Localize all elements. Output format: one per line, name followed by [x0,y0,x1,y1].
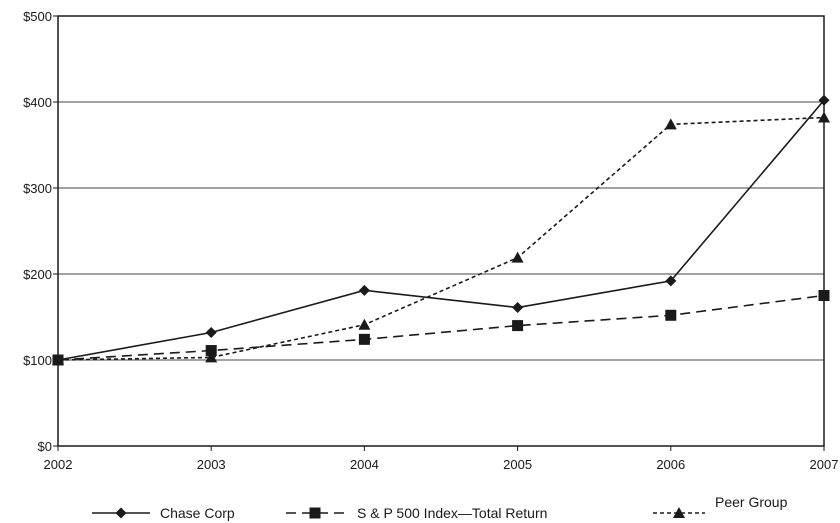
series-line [57,116,825,361]
data-point [205,345,217,357]
data-point [358,284,370,296]
y-tick-label: $100 [23,353,52,368]
y-tick-label: $400 [23,95,52,110]
data-point [818,290,830,301]
series-layer [52,94,830,366]
legend-label: Peer Group [715,494,788,510]
legend-label: S & P 500 Index—Total Return [357,505,547,521]
data-point [512,302,524,314]
legend-label: Chase Corp [160,505,235,521]
data-point [358,333,370,345]
data-point [665,275,677,287]
data-point [52,354,64,365]
x-tick-label: 2005 [503,457,532,472]
legend: Chase Corp S & P 500 Index—Total Return Pe… [92,494,788,521]
data-point [818,111,830,123]
legend-marker [309,507,321,519]
data-point [665,309,677,321]
x-tick-label: 2003 [197,457,226,472]
data-point [664,118,677,130]
data-point [511,251,524,263]
y-tick-label: $0 [38,439,52,454]
y-axis: $0 $100 $200 $300 $400 $500 [23,9,58,454]
legend-marker [115,507,127,519]
x-tick-label: 2007 [810,457,839,472]
data-point [205,326,217,338]
x-tick-label: 2002 [44,457,73,472]
legend-marker [673,507,685,518]
data-point [818,94,830,106]
y-tick-label: $200 [23,267,52,282]
data-point [205,351,218,363]
data-point [358,318,371,330]
data-point [512,320,524,332]
y-tick-label: $500 [23,9,52,24]
plot-frame [57,15,825,447]
series-line [57,99,825,361]
x-tick-label: 2006 [656,457,685,472]
gridlines [58,101,824,361]
y-tick-label: $300 [23,181,52,196]
x-axis: 2002 2003 2004 2005 2006 2007 [44,446,839,472]
series-line [57,294,825,361]
x-tick-label: 2004 [350,457,379,472]
